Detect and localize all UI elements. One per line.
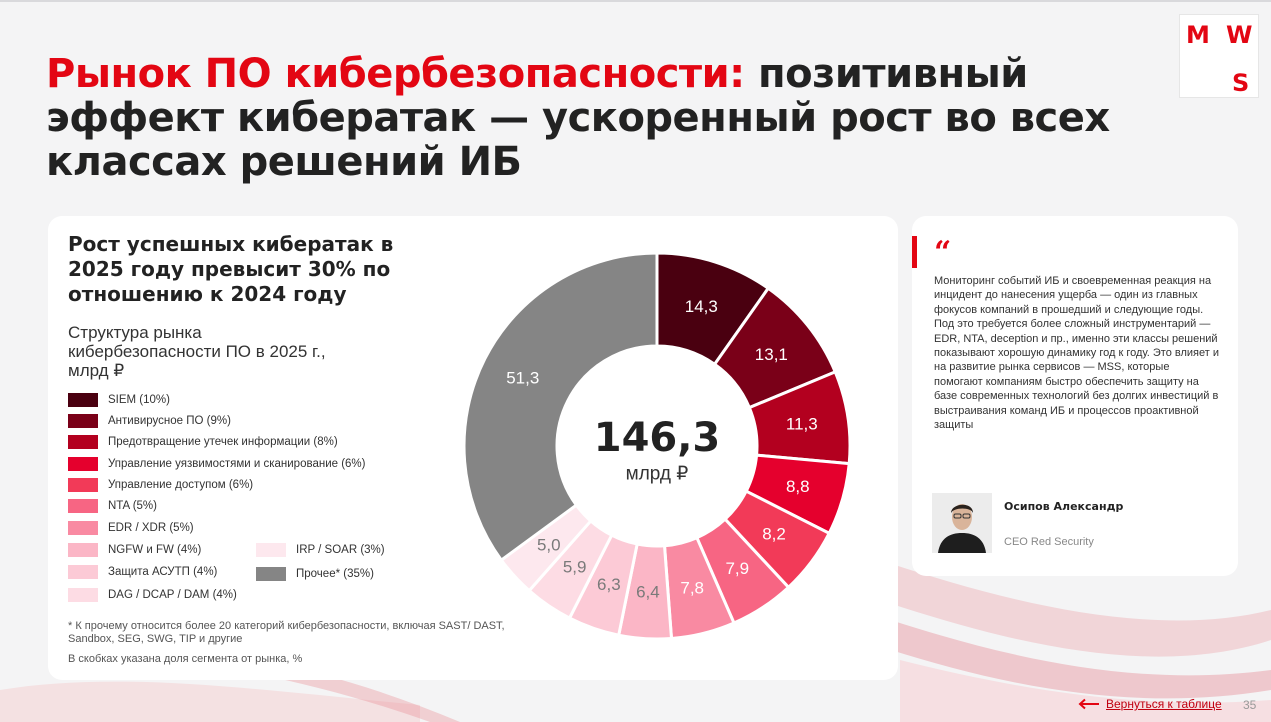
legend-swatch bbox=[256, 543, 286, 557]
legend-swatch bbox=[68, 457, 98, 471]
legend-item: IRP / SOAR (3%) bbox=[256, 542, 385, 558]
legend-label: Антивирусное ПО (9%) bbox=[108, 415, 231, 427]
slice-value-label: 5,9 bbox=[563, 558, 587, 577]
page-title: Рынок ПО кибербезопасности: позитивный э… bbox=[46, 52, 1176, 184]
title-rest: позитивный эффект кибератак — ускоренный… bbox=[46, 51, 1110, 185]
legend-swatch bbox=[68, 588, 98, 602]
legend-swatch bbox=[68, 414, 98, 428]
legend-item: Защита АСУТП (4%) bbox=[68, 564, 217, 580]
chart-subtitle: Структура рынка кибербезопасности ПО в 2… bbox=[68, 323, 326, 380]
slice-value-label: 11,3 bbox=[786, 414, 818, 433]
legend-item: EDR / XDR (5%) bbox=[68, 520, 194, 536]
donut-slice bbox=[462, 251, 659, 563]
legend-label: Прочее* (35%) bbox=[296, 568, 374, 580]
legend-swatch bbox=[68, 565, 98, 579]
legend-swatch bbox=[68, 393, 98, 407]
footnote-other: * К прочему относится более 20 категорий… bbox=[68, 620, 505, 645]
title-accent: Рынок ПО кибербезопасности: bbox=[46, 51, 745, 97]
legend-label: Защита АСУТП (4%) bbox=[108, 566, 218, 578]
back-to-table-link[interactable]: Вернуться к таблице bbox=[1078, 697, 1222, 711]
page-number: 35 bbox=[1243, 698, 1257, 712]
legend-item: Управление доступом (6%) bbox=[68, 477, 253, 493]
legend-item: Прочее* (35%) bbox=[256, 566, 374, 582]
legend-swatch bbox=[256, 567, 286, 581]
legend-label: IRP / SOAR (3%) bbox=[296, 544, 385, 556]
slice-value-label: 8,8 bbox=[786, 477, 810, 496]
author-name: Осипов Александр bbox=[1004, 500, 1124, 513]
footnote-share: В скобках указана доля сегмента от рынка… bbox=[68, 653, 303, 665]
legend-item: SIEM (10%) bbox=[68, 392, 170, 408]
legend-label: SIEM (10%) bbox=[108, 394, 170, 406]
slice-value-label: 5,0 bbox=[537, 535, 561, 554]
legend-item: DAG / DCAP / DAM (4%) bbox=[68, 587, 237, 603]
legend-item: Управление уязвимостями и сканирование (… bbox=[68, 456, 366, 472]
legend-swatch bbox=[68, 499, 98, 513]
logo-letter-w: W bbox=[1226, 21, 1253, 49]
slice-value-label: 8,2 bbox=[762, 525, 786, 544]
donut-center-total: 146,3 bbox=[594, 415, 721, 461]
legend-label: NGFW и FW (4%) bbox=[108, 544, 202, 556]
legend-item: NGFW и FW (4%) bbox=[68, 542, 201, 558]
quote-accent-tab bbox=[912, 236, 917, 268]
arrow-left-icon bbox=[1078, 698, 1099, 710]
legend-label: EDR / XDR (5%) bbox=[108, 522, 194, 534]
legend-label: Предотвращение утечек информации (8%) bbox=[108, 436, 338, 448]
legend-swatch bbox=[68, 543, 98, 557]
legend-item: Антивирусное ПО (9%) bbox=[68, 413, 231, 429]
legend-swatch bbox=[68, 435, 98, 449]
slice-value-label: 14,3 bbox=[685, 297, 718, 316]
slice-value-label: 7,9 bbox=[725, 559, 749, 578]
legend-swatch bbox=[68, 521, 98, 535]
legend-item: NTA (5%) bbox=[68, 498, 157, 514]
legend-label: Управление доступом (6%) bbox=[108, 479, 254, 491]
legend-label: Управление уязвимостями и сканирование (… bbox=[108, 458, 366, 470]
mws-logo: M W S bbox=[1179, 14, 1259, 98]
author-avatar bbox=[932, 493, 992, 553]
top-border-line bbox=[0, 0, 1271, 2]
slice-value-label: 13,1 bbox=[755, 345, 788, 364]
legend-item: Предотвращение утечек информации (8%) bbox=[68, 434, 338, 450]
slice-value-label: 6,4 bbox=[636, 583, 660, 602]
logo-letter-s: S bbox=[1232, 69, 1250, 97]
legend-label: DAG / DCAP / DAM (4%) bbox=[108, 589, 237, 601]
slice-value-label: 6,3 bbox=[597, 575, 621, 594]
quote-mark: “ bbox=[934, 235, 952, 270]
slice-value-label: 51,3 bbox=[506, 368, 539, 387]
legend-label: NTA (5%) bbox=[108, 500, 157, 512]
legend-swatch bbox=[68, 478, 98, 492]
expert-quote-text: Мониторинг событий ИБ и своевременная ре… bbox=[934, 275, 1219, 432]
cyberattack-growth-headline: Рост успешных кибератак в 2025 году прев… bbox=[68, 232, 394, 306]
logo-letter-m: M bbox=[1186, 21, 1210, 49]
back-link-label: Вернуться к таблице bbox=[1106, 697, 1222, 711]
slice-value-label: 7,8 bbox=[680, 579, 704, 598]
donut-center-unit: млрд ₽ bbox=[626, 464, 689, 485]
author-role: CEO Red Security bbox=[1004, 536, 1094, 548]
